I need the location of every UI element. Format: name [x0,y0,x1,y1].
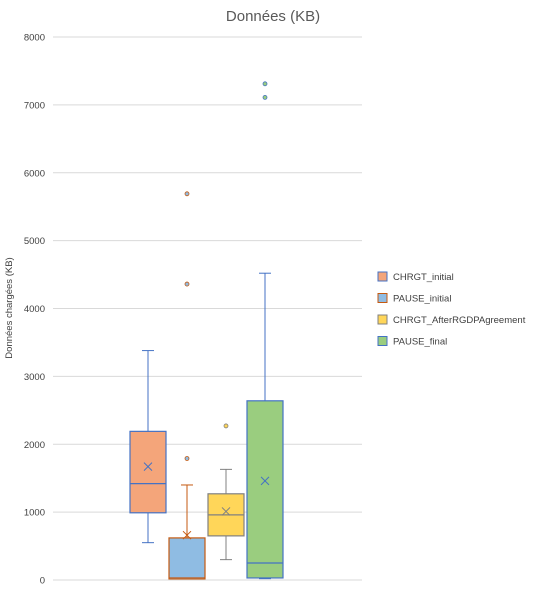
box-iqr [246,400,284,579]
y-tick-label: 0 [40,576,45,587]
outlier-point [184,281,190,287]
y-tick-label: 6000 [24,168,45,179]
mean-marker [143,462,153,472]
box-PAUSE_initial [168,191,206,580]
mean-marker [260,476,270,486]
y-tick-label: 2000 [24,440,45,451]
legend-label: CHRGT_initial [393,272,454,283]
box-iqr [168,537,206,580]
legend-label: PAUSE_final [393,337,447,348]
y-axis-title: Données chargées (KB) [4,257,15,358]
mean-marker [221,507,231,516]
legend-label: CHRGT_AfterRGDPAgreement [393,315,526,326]
y-tick-label: 1000 [24,508,45,519]
gridlines [53,36,362,513]
legend-swatch [377,271,388,282]
box-iqr [129,430,167,514]
y-tick-label: 7000 [24,100,45,111]
y-tick-label: 3000 [24,372,45,383]
box-series [129,81,284,580]
outlier-point [262,81,268,87]
outlier-point [184,191,190,197]
legend-swatch [377,336,388,346]
legend: CHRGT_initial PAUSE_initial CHRGT_AfterRGD… [377,271,526,348]
y-tick-label: 4000 [24,304,45,315]
chart-title: Données (KB) [226,8,320,25]
legend-swatch [377,314,388,325]
box-CHRGT_initial [129,350,167,544]
y-tick-label: 8000 [24,33,45,44]
legend-label: PAUSE_initial [393,294,451,305]
y-axis-ticks: 0 1000 2000 3000 4000 5000 6000 7000 8000 [24,33,45,587]
outlier-point [184,456,190,461]
mean-marker [182,530,192,540]
box-CHRGT_AfterRGDPAgreement [207,423,245,561]
outlier-point [223,423,229,429]
outlier-point [262,95,268,100]
y-tick-label: 5000 [24,236,45,247]
box-PAUSE_final [246,81,284,580]
legend-swatch [377,293,388,303]
